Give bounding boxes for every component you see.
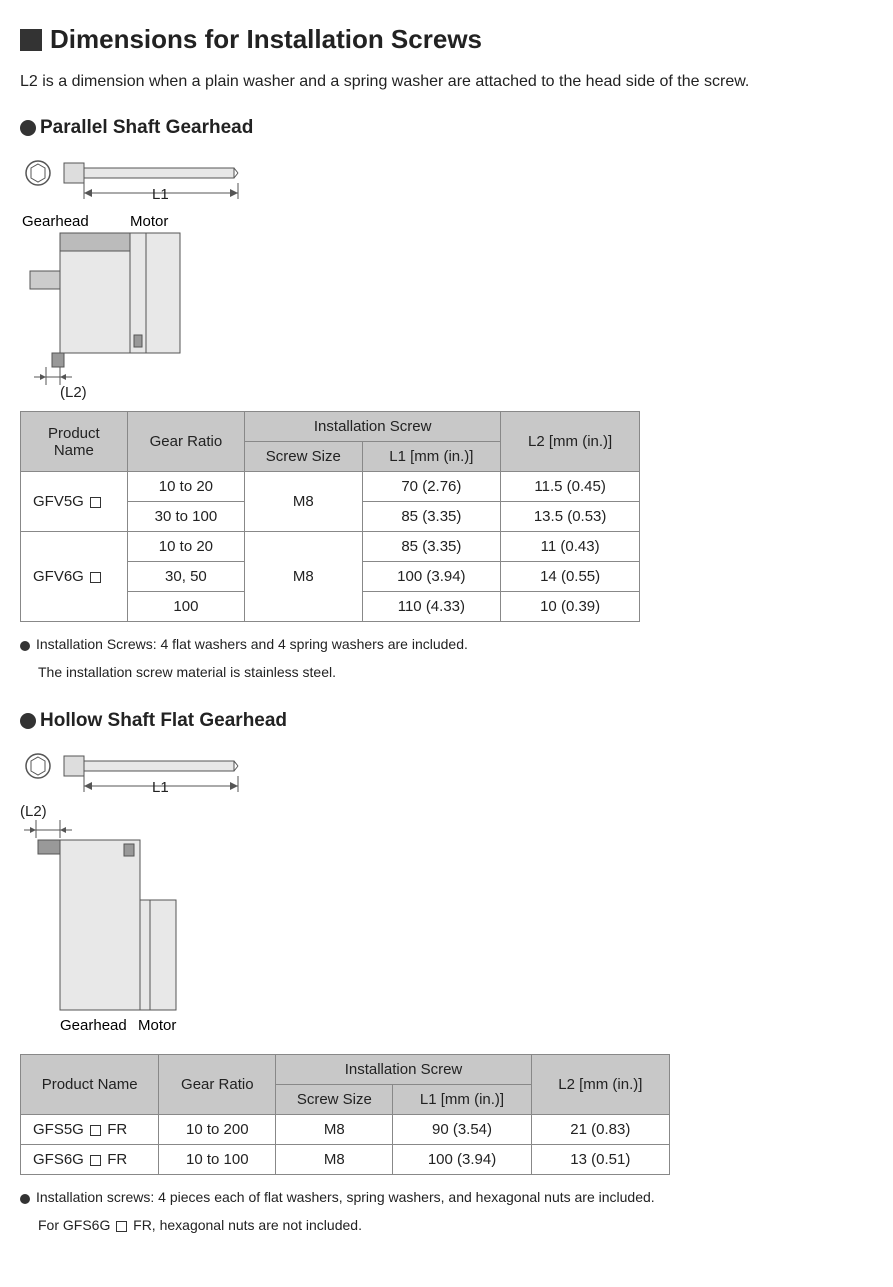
section2-title: Hollow Shaft Flat Gearhead <box>40 710 287 732</box>
cell-l1: 90 (3.54) <box>393 1115 531 1145</box>
circle-bullet-icon <box>20 120 36 136</box>
motor-label: Motor <box>130 213 168 230</box>
cell-name: GFV6G <box>21 532 128 622</box>
cell-name: GFV5G <box>21 472 128 532</box>
circle-bullet-icon <box>20 713 36 729</box>
th-ratio: Gear Ratio <box>159 1055 276 1115</box>
l2-label: (L2) <box>60 384 87 401</box>
note-line: The installation screw material is stain… <box>20 658 873 686</box>
cell-l2: 11 (0.43) <box>501 532 640 562</box>
cell-ratio: 100 <box>127 592 244 622</box>
cell-l2: 13.5 (0.53) <box>501 502 640 532</box>
gearhead-label: Gearhead <box>22 213 89 230</box>
gearhead-label: Gearhead <box>60 1017 127 1034</box>
cell-name: GFS5G FR <box>21 1115 159 1145</box>
table-row: GFV5G 10 to 20 M8 70 (2.76) 11.5 (0.45) <box>21 472 640 502</box>
diagram2-svg: L1 (L2) Gearhead Motor <box>20 744 260 1044</box>
section2-notes: Installation screws: 4 pieces each of fl… <box>20 1183 873 1239</box>
cell-l1: 100 (3.94) <box>362 562 501 592</box>
checkbox-icon <box>90 1125 101 1136</box>
intro-text: L2 is a dimension when a plain washer an… <box>20 71 873 93</box>
checkbox-icon <box>116 1221 127 1232</box>
cell-l2: 13 (0.51) <box>531 1145 669 1175</box>
note-bullet-icon <box>20 1194 30 1204</box>
th-ratio: Gear Ratio <box>127 412 244 472</box>
square-bullet-icon <box>20 29 42 51</box>
th-l2: L2 [mm (in.)] <box>531 1055 669 1115</box>
th-l1: L1 [mm (in.)] <box>393 1085 531 1115</box>
note-bullet-icon <box>20 641 30 651</box>
l2-label: (L2) <box>20 803 47 820</box>
cell-l1: 110 (4.33) <box>362 592 501 622</box>
hollow-shaft-diagram: L1 (L2) Gearhead Motor <box>20 744 873 1044</box>
parallel-shaft-table: Product Name Gear Ratio Installation Scr… <box>20 411 640 622</box>
l1-label: L1 <box>152 779 169 796</box>
motor-label: Motor <box>138 1017 176 1034</box>
diagram1-svg: L1 Gearhead Motor (L2) <box>20 151 260 401</box>
l1-label: L1 <box>152 186 169 203</box>
section1-heading: Parallel Shaft Gearhead <box>20 117 873 139</box>
th-product: Product Name <box>21 412 128 472</box>
cell-ratio: 10 to 200 <box>159 1115 276 1145</box>
note-line: Installation Screws: 4 flat washers and … <box>20 630 873 658</box>
section1-title: Parallel Shaft Gearhead <box>40 117 253 139</box>
cell-ratio: 10 to 20 <box>127 532 244 562</box>
cell-l1: 70 (2.76) <box>362 472 501 502</box>
th-size: Screw Size <box>245 442 362 472</box>
cell-l2: 11.5 (0.45) <box>501 472 640 502</box>
section1-notes: Installation Screws: 4 flat washers and … <box>20 630 873 686</box>
page-title: Dimensions for Installation Screws <box>50 24 482 55</box>
cell-l2: 14 (0.55) <box>501 562 640 592</box>
cell-ratio: 10 to 20 <box>127 472 244 502</box>
cell-l2: 10 (0.39) <box>501 592 640 622</box>
table-row: GFV6G 10 to 20 M8 85 (3.35) 11 (0.43) <box>21 532 640 562</box>
hollow-shaft-table: Product Name Gear Ratio Installation Scr… <box>20 1054 670 1175</box>
cell-name: GFS6G FR <box>21 1145 159 1175</box>
table-row: GFS5G FR 10 to 200 M8 90 (3.54) 21 (0.83… <box>21 1115 670 1145</box>
note-line: Installation screws: 4 pieces each of fl… <box>20 1183 873 1211</box>
cell-l1: 85 (3.35) <box>362 532 501 562</box>
cell-l1: 85 (3.35) <box>362 502 501 532</box>
cell-size: M8 <box>276 1145 393 1175</box>
cell-ratio: 30 to 100 <box>127 502 244 532</box>
th-installation: Installation Screw <box>276 1055 531 1085</box>
note-line: For GFS6G FR, hexagonal nuts are not inc… <box>20 1211 873 1239</box>
th-installation: Installation Screw <box>245 412 501 442</box>
checkbox-icon <box>90 1155 101 1166</box>
cell-ratio: 30, 50 <box>127 562 244 592</box>
parallel-shaft-diagram: L1 Gearhead Motor (L2) <box>20 151 873 401</box>
th-l1: L1 [mm (in.)] <box>362 442 501 472</box>
main-heading: Dimensions for Installation Screws <box>20 24 873 55</box>
cell-size: M8 <box>245 532 362 622</box>
th-product: Product Name <box>21 1055 159 1115</box>
cell-l1: 100 (3.94) <box>393 1145 531 1175</box>
cell-size: M8 <box>276 1115 393 1145</box>
cell-ratio: 10 to 100 <box>159 1145 276 1175</box>
checkbox-icon <box>90 572 101 583</box>
table-row: GFS6G FR 10 to 100 M8 100 (3.94) 13 (0.5… <box>21 1145 670 1175</box>
section2-heading: Hollow Shaft Flat Gearhead <box>20 710 873 732</box>
th-size: Screw Size <box>276 1085 393 1115</box>
cell-l2: 21 (0.83) <box>531 1115 669 1145</box>
cell-size: M8 <box>245 472 362 532</box>
checkbox-icon <box>90 497 101 508</box>
th-l2: L2 [mm (in.)] <box>501 412 640 472</box>
